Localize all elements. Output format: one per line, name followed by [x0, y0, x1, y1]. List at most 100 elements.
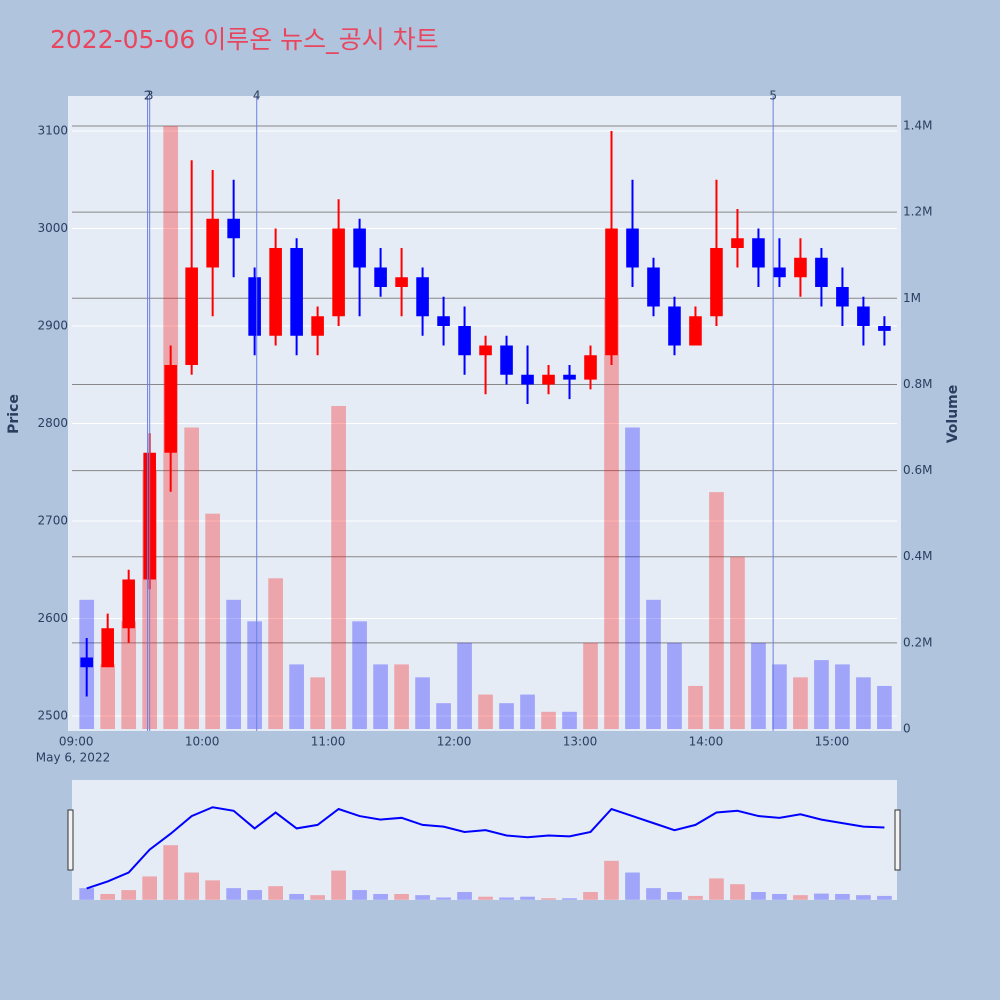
candle-body	[752, 238, 765, 268]
slider-volume-bar	[289, 893, 304, 900]
y-axis-title: Price	[6, 394, 22, 434]
volume-bar	[667, 642, 682, 730]
candle-body	[395, 277, 408, 287]
y-tick-label: 2500	[37, 708, 68, 722]
volume-bar	[184, 427, 200, 730]
slider-volume-bar	[646, 888, 661, 900]
candle-body	[689, 316, 702, 346]
volume-bar	[730, 556, 745, 730]
candle-body	[857, 306, 870, 326]
volume-bar	[121, 621, 137, 730]
slider-volume-bar	[856, 895, 871, 900]
volume-bar	[520, 694, 535, 730]
candle-body	[332, 228, 345, 317]
candle-body	[731, 238, 744, 248]
volume-bar	[373, 664, 388, 730]
candle-body	[668, 306, 681, 346]
volume-bar	[856, 677, 871, 730]
y-tick-label: 3100	[37, 124, 68, 138]
volume-bar	[751, 642, 766, 730]
slider-volume-bar	[205, 880, 220, 900]
slider-volume-bar	[247, 890, 262, 900]
slider-volume-bar	[667, 892, 682, 900]
slider-volume-bar	[373, 893, 388, 900]
slider-volume-bar	[625, 872, 640, 900]
volume-bar	[814, 660, 829, 730]
slider-volume-bar	[877, 895, 892, 900]
event-label: 2	[144, 89, 152, 103]
slider-volume-bar	[835, 893, 850, 900]
slider-volume-bar	[352, 890, 367, 900]
volume-bar	[541, 711, 556, 730]
candle-body	[248, 277, 261, 336]
y2-tick-label: 0.8M	[903, 377, 932, 391]
y2-tick-label: 0.6M	[903, 463, 932, 477]
candle-body	[80, 657, 93, 668]
slider-volume-bar	[415, 895, 430, 900]
range-handle[interactable]	[67, 809, 74, 871]
candle-body	[101, 628, 114, 668]
event-label: 4	[253, 89, 261, 103]
y2-axis-title: Volume	[945, 385, 961, 444]
volume-bar	[583, 642, 598, 730]
range-slider[interactable]	[72, 780, 897, 900]
volume-bar	[835, 664, 850, 730]
volume-bar	[478, 694, 493, 730]
slider-volume-bar	[814, 893, 829, 900]
candle-body	[794, 257, 807, 278]
candle-body	[416, 277, 429, 317]
slider-volume-bar	[793, 895, 808, 900]
volume-bar	[877, 685, 892, 730]
volume-bar	[562, 711, 577, 730]
candle-body	[773, 267, 786, 278]
volume-bar	[688, 685, 703, 730]
volume-bar	[352, 621, 367, 730]
slider-volume-bar	[310, 895, 325, 900]
candle-body	[479, 345, 492, 356]
chart-title: 2022-05-06 이루온 뉴스_공시 차트	[50, 25, 439, 54]
candle-body	[815, 257, 828, 287]
candle-body	[626, 228, 639, 268]
plot-area	[68, 96, 901, 731]
candle-body	[563, 374, 576, 380]
y2-tick-label: 0	[903, 722, 911, 736]
candle-body	[647, 267, 660, 307]
volume-bar	[646, 599, 661, 730]
volume-bar	[709, 492, 724, 730]
slider-volume-bar	[751, 892, 766, 900]
slider-volume-bar	[142, 876, 158, 900]
volume-bar	[415, 677, 430, 730]
volume-bar	[436, 703, 451, 730]
slider-volume-bar	[100, 893, 116, 900]
y2-tick-label: 0.2M	[903, 635, 932, 649]
volume-bar	[226, 599, 241, 730]
x-date-label: May 6, 2022	[36, 751, 110, 765]
candle-body	[500, 345, 513, 375]
candle-body	[290, 247, 303, 336]
volume-bar	[499, 703, 514, 730]
slider-volume-bar	[394, 893, 409, 900]
volume-bar	[457, 642, 472, 730]
slider-volume-bar	[331, 870, 346, 900]
slider-volume-bar	[478, 896, 493, 900]
candle-body	[878, 325, 891, 331]
candle-body	[164, 364, 177, 453]
x-tick-label: 10:00	[185, 735, 220, 749]
volume-bar	[772, 664, 787, 730]
candle-body	[311, 316, 324, 336]
slider-volume-bar	[184, 872, 200, 900]
volume-bar	[205, 513, 220, 730]
slider-volume-bar	[688, 895, 703, 900]
x-tick-label: 12:00	[437, 735, 472, 749]
y2-tick-label: 1.4M	[903, 119, 932, 133]
candle-body	[542, 374, 555, 385]
candle-body	[374, 267, 387, 287]
slider-volume-bar	[604, 860, 619, 900]
candle-body	[185, 267, 198, 365]
slider-volume-bar	[457, 892, 472, 900]
candle-body	[269, 247, 282, 336]
x-tick-label: 11:00	[311, 735, 346, 749]
range-handle[interactable]	[894, 809, 901, 871]
slider-volume-bar	[520, 896, 535, 900]
